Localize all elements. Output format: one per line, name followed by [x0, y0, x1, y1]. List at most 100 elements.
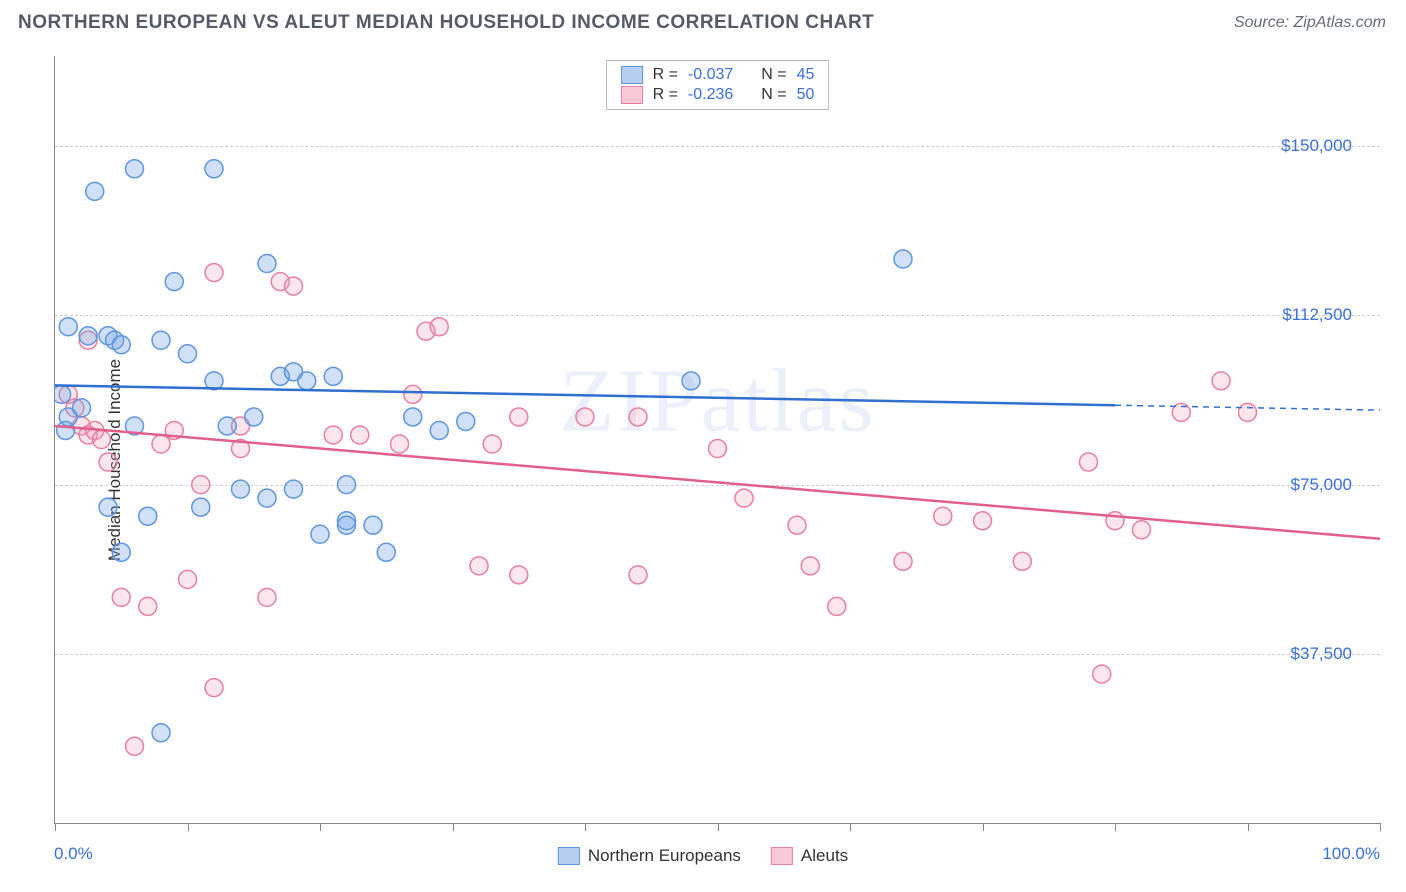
data-point: [152, 331, 170, 349]
data-point: [735, 489, 753, 507]
data-point: [92, 431, 110, 449]
data-point: [682, 372, 700, 390]
x-tick: [1248, 823, 1249, 831]
scatter-svg: [55, 56, 1380, 823]
data-point: [338, 516, 356, 534]
legend-row-pink: R = -0.236 N = 50: [607, 85, 829, 105]
data-point: [576, 408, 594, 426]
data-point: [99, 453, 117, 471]
data-point: [258, 588, 276, 606]
data-point: [510, 408, 528, 426]
data-point: [86, 182, 104, 200]
x-tick: [1115, 823, 1116, 831]
data-point: [205, 264, 223, 282]
legend-item-pink: Aleuts: [771, 846, 848, 866]
data-point: [1080, 453, 1098, 471]
legend-r-key: R =: [653, 86, 678, 104]
data-point: [258, 255, 276, 273]
data-point: [430, 318, 448, 336]
data-point: [152, 724, 170, 742]
data-point: [1212, 372, 1230, 390]
data-point: [73, 399, 91, 417]
x-axis-min-label: 0.0%: [54, 844, 93, 864]
data-point: [404, 385, 422, 403]
source-label: Source: ZipAtlas.com: [1234, 14, 1386, 32]
data-point: [285, 480, 303, 498]
data-point: [510, 566, 528, 584]
data-point: [298, 372, 316, 390]
legend-r-key: R =: [653, 66, 678, 84]
data-point: [232, 480, 250, 498]
data-point: [351, 426, 369, 444]
data-point: [324, 367, 342, 385]
data-point: [629, 408, 647, 426]
data-point: [1239, 403, 1257, 421]
data-point: [205, 160, 223, 178]
data-point: [112, 588, 130, 606]
data-point: [457, 412, 475, 430]
data-point: [112, 543, 130, 561]
data-point: [192, 498, 210, 516]
legend-label-pink: Aleuts: [801, 846, 848, 866]
x-tick: [718, 823, 719, 831]
data-point: [285, 277, 303, 295]
legend-row-blue: R = -0.037 N = 45: [607, 65, 829, 85]
swatch-pink-icon: [621, 86, 643, 104]
x-tick: [983, 823, 984, 831]
data-point: [483, 435, 501, 453]
swatch-pink-icon: [771, 847, 793, 865]
data-point: [126, 160, 144, 178]
data-point: [1013, 552, 1031, 570]
data-point: [179, 345, 197, 363]
legend-r-val-pink: -0.236: [688, 86, 733, 104]
x-axis-max-label: 100.0%: [1322, 844, 1380, 864]
data-point: [57, 421, 75, 439]
correlation-legend: R = -0.037 N = 45 R = -0.236 N = 50: [606, 60, 830, 110]
data-point: [311, 525, 329, 543]
legend-n-val-blue: 45: [797, 66, 815, 84]
legend-item-blue: Northern Europeans: [558, 846, 741, 866]
data-point: [801, 557, 819, 575]
chart-title: NORTHERN EUROPEAN VS ALEUT MEDIAN HOUSEH…: [18, 12, 874, 34]
data-point: [828, 597, 846, 615]
legend-label-blue: Northern Europeans: [588, 846, 741, 866]
data-point: [245, 408, 263, 426]
legend-n-val-pink: 50: [797, 86, 815, 104]
plot-area: ZIPatlas R = -0.037 N = 45 R = -0.236 N …: [54, 56, 1380, 824]
data-point: [192, 476, 210, 494]
legend-r-val-blue: -0.037: [688, 66, 733, 84]
data-point: [629, 566, 647, 584]
data-point: [391, 435, 409, 453]
data-point: [139, 507, 157, 525]
data-point: [59, 318, 77, 336]
data-point: [99, 498, 117, 516]
data-point: [126, 737, 144, 755]
chart-container: Median Household Income ZIPatlas R = -0.…: [18, 48, 1388, 872]
x-tick: [55, 823, 56, 831]
data-point: [179, 570, 197, 588]
data-point: [1133, 521, 1151, 539]
data-point: [364, 516, 382, 534]
data-point: [1093, 665, 1111, 683]
data-point: [139, 597, 157, 615]
data-point: [55, 385, 71, 403]
data-point: [152, 435, 170, 453]
x-tick: [453, 823, 454, 831]
data-point: [338, 476, 356, 494]
x-tick: [585, 823, 586, 831]
data-point: [112, 336, 130, 354]
x-tick: [1380, 823, 1381, 831]
data-point: [404, 408, 422, 426]
data-point: [788, 516, 806, 534]
trendline-blue: [55, 385, 1115, 405]
legend-n-key: N =: [761, 86, 786, 104]
x-tick: [188, 823, 189, 831]
series-legend: Northern Europeans Aleuts: [558, 846, 848, 866]
data-point: [974, 512, 992, 530]
swatch-blue-icon: [558, 847, 580, 865]
data-point: [205, 679, 223, 697]
data-point: [894, 552, 912, 570]
legend-n-key: N =: [761, 66, 786, 84]
data-point: [377, 543, 395, 561]
x-tick: [320, 823, 321, 831]
